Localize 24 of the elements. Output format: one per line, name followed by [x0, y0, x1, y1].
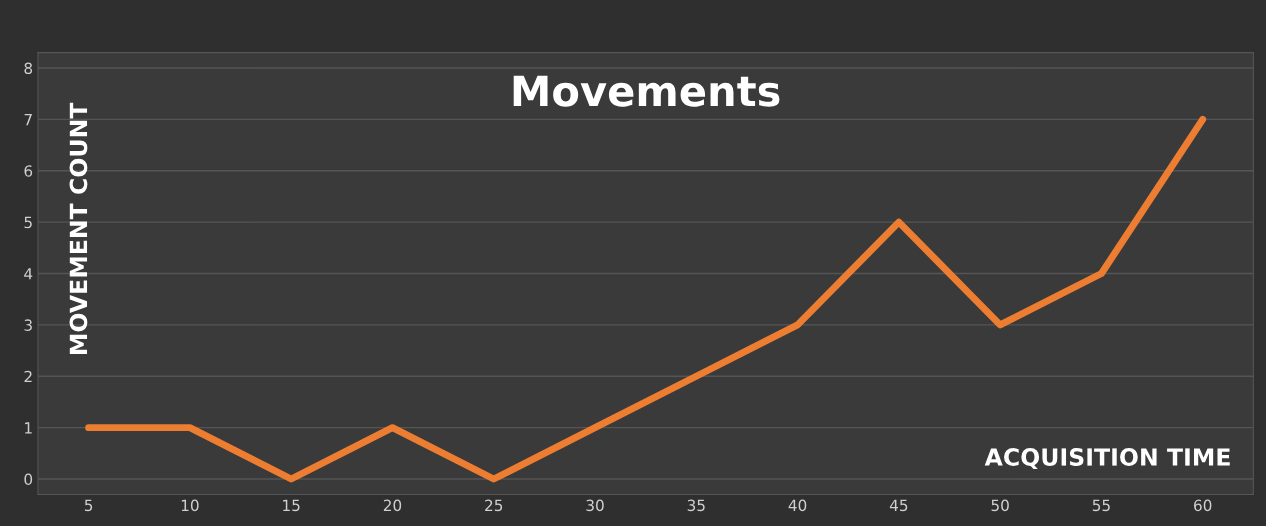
x-tick-label: 30: [586, 499, 604, 512]
y-tick-label: 0: [24, 473, 33, 486]
chart-title: Movements: [513, 75, 780, 107]
x-tick-label: 20: [383, 499, 402, 512]
x-tick-label: 45: [889, 499, 908, 512]
y-tick-label: 8: [24, 62, 33, 75]
y-tick-label: 5: [24, 216, 32, 229]
x-tick-label: 10: [181, 499, 199, 512]
y-axis-title: MOVEMENT COUNT: [69, 102, 88, 354]
x-tick-label: 50: [991, 499, 1009, 512]
x-tick-label: 15: [283, 499, 300, 512]
x-tick-label: 35: [687, 499, 705, 512]
x-tick-label: 25: [485, 499, 503, 512]
x-tick-label: 5: [84, 499, 93, 512]
y-tick-label: 7: [24, 114, 32, 126]
x-tick-label: 60: [1194, 499, 1212, 512]
y-tick-label: 4: [24, 268, 33, 280]
x-axis-title: ACQUISITION TIME: [984, 448, 1230, 470]
x-tick-label: 55: [1092, 499, 1110, 512]
x-tick-label: 40: [788, 499, 807, 512]
y-tick-label: 2: [24, 370, 32, 383]
y-tick-label: 6: [24, 165, 33, 177]
y-tick-label: 1: [25, 422, 32, 434]
y-tick-label: 3: [24, 319, 32, 331]
